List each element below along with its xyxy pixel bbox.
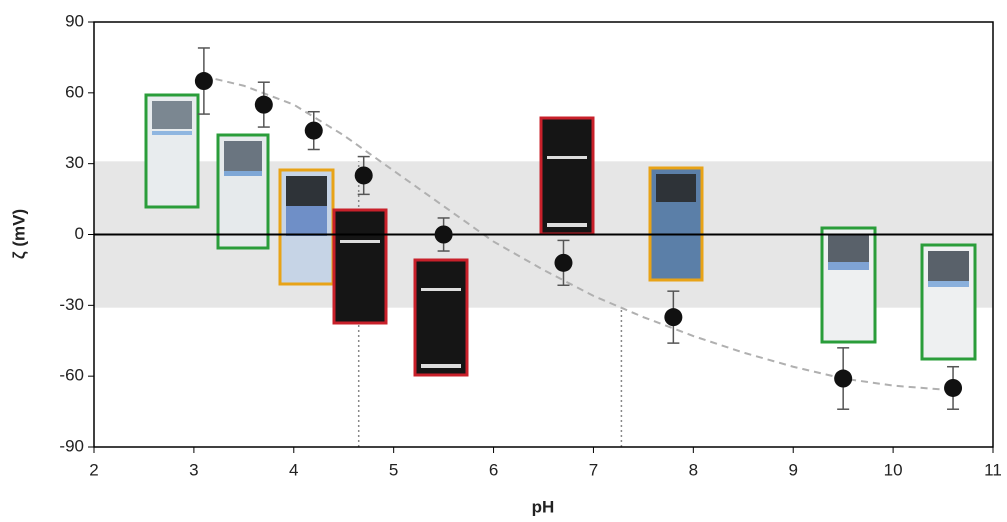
x-tick-label: 11: [984, 460, 1002, 479]
vial: [413, 258, 469, 377]
data-point: [304, 121, 323, 140]
foreground: -90 -60 -30 0 30 60 90 2 3 4 5 6 7 8 9 10 11: [59, 11, 1001, 479]
vial: [539, 116, 595, 236]
data-point: [944, 378, 963, 397]
vial: [920, 243, 977, 361]
x-tick-label: 10: [884, 460, 903, 479]
vial: [332, 208, 388, 325]
data-point: [664, 308, 683, 327]
data-point: [434, 225, 453, 244]
x-tick-label: 4: [289, 460, 298, 479]
x-tick-label: 8: [689, 460, 698, 479]
y-tick-label: 0: [75, 224, 84, 243]
x-tick-label: 5: [389, 460, 398, 479]
vial: [820, 226, 877, 344]
data-point: [194, 72, 213, 91]
y-tick-label: -90: [59, 436, 84, 455]
vial-photos: [144, 93, 977, 377]
y-tick-label: -30: [59, 295, 84, 314]
x-axis-label: pH: [532, 497, 555, 516]
data-point: [834, 369, 853, 388]
x-tick-label: 6: [489, 460, 498, 479]
vial: [216, 133, 270, 250]
vial: [278, 168, 335, 286]
x-tick-label: 7: [589, 460, 598, 479]
x-tick-label: 3: [189, 460, 198, 479]
vial: [648, 166, 704, 282]
vial: [144, 93, 200, 209]
y-tick-label: 60: [65, 82, 84, 101]
y-tick-label: 90: [65, 11, 84, 30]
data-point: [554, 253, 573, 272]
y-axis-label: ζ (mV): [9, 209, 28, 259]
y-tick-label: 30: [65, 153, 84, 172]
x-tick-label: 2: [89, 460, 98, 479]
data-point: [254, 95, 273, 114]
x-tick-label: 9: [788, 460, 797, 479]
fit-curve: [203, 75, 954, 392]
data-point: [354, 166, 373, 185]
y-tick-label: -60: [59, 366, 84, 385]
